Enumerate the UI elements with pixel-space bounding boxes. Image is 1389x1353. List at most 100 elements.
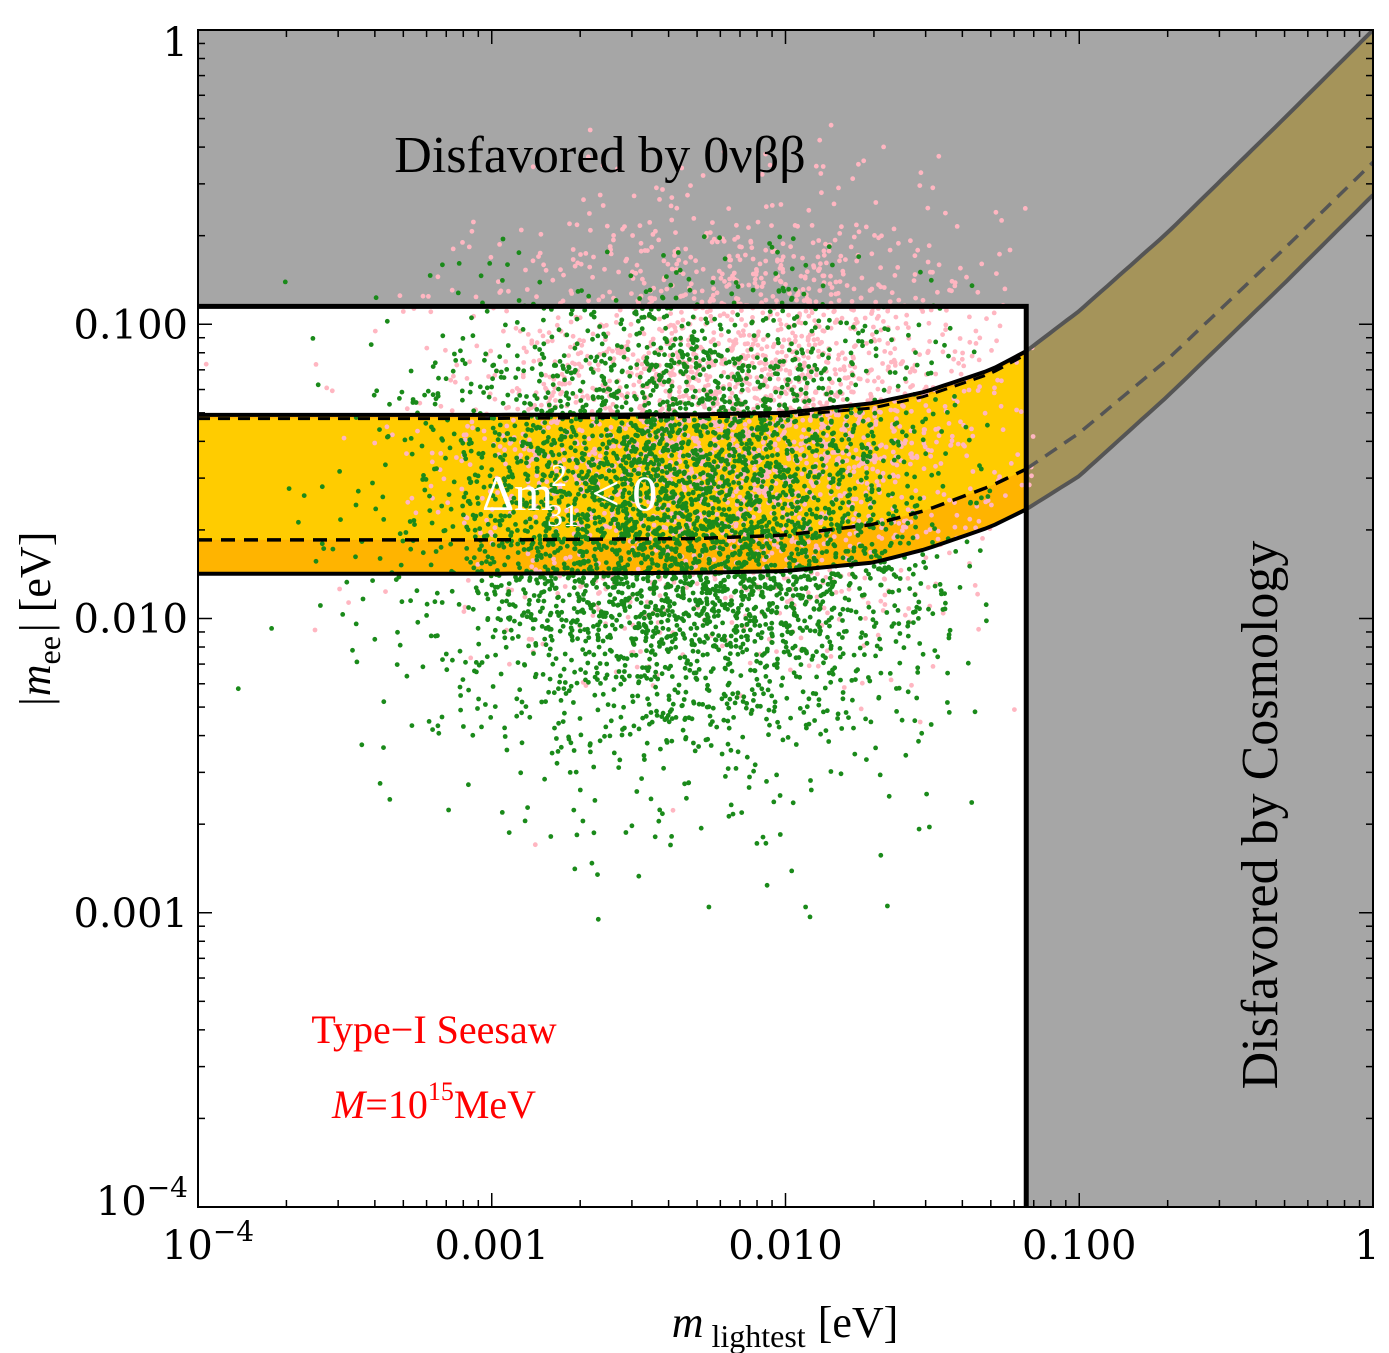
scatter-point [604,445,610,451]
scatter-point [914,362,920,368]
scatter-point [540,333,546,339]
scatter-point [371,392,377,398]
scatter-point [949,278,955,284]
scatter-point [652,834,658,840]
scatter-point [519,443,525,449]
scatter-point [543,551,549,557]
scatter-point [694,269,699,275]
scatter-point [635,318,641,324]
scatter-point [710,220,715,226]
scatter-point [439,503,445,509]
scatter-point [561,457,567,463]
scatter-point [690,435,696,441]
scatter-point [763,554,769,560]
scatter-point [754,396,760,401]
scatter-point [821,431,826,436]
scatter-point [857,417,862,423]
scatter-point [846,715,851,720]
scatter-point [831,605,837,611]
scatter-point [936,433,942,439]
scatter-point [694,625,700,631]
scatter-point [641,615,647,621]
scatter-point [850,454,856,460]
scatter-point [611,750,617,756]
scatter-point [905,623,911,629]
scatter-point [695,515,700,521]
scatter-point [921,495,927,501]
scatter-point [684,585,689,591]
scatter-point [468,480,473,486]
scatter-point [940,332,945,337]
scatter-point [784,695,790,701]
scatter-point [550,382,556,387]
scatter-point [739,317,744,322]
scatter-point [730,309,736,315]
scatter-point [613,528,619,533]
scatter-point [439,714,445,720]
scatter-point [845,445,851,450]
scatter-point [866,604,872,610]
scatter-point [691,216,697,221]
scatter-point [566,353,571,358]
scatter-point [917,352,922,357]
scatter-point [756,561,762,567]
scatter-point [800,372,805,378]
scatter-point [583,638,589,644]
scatter-point [877,636,882,642]
scatter-point [502,562,507,568]
scatter-point [640,276,645,282]
scatter-point [461,609,467,614]
scatter-point [895,474,901,479]
scatter-point [390,432,395,438]
scatter-point [808,787,814,793]
scatter-point [360,596,366,602]
scatter-point [514,320,520,325]
scatter-point [930,540,935,545]
scatter-point [556,613,562,618]
scatter-point [555,749,561,754]
scatter-point [711,330,717,335]
scatter-point [892,479,898,485]
scatter-point [708,313,714,319]
scatter-point [741,628,746,634]
scatter-point [774,649,779,654]
scatter-point [882,349,888,354]
scatter-point [520,497,525,503]
scatter-point [711,337,716,342]
scatter-point [739,244,744,250]
scatter-point [789,266,795,272]
scatter-point [460,503,465,509]
scatter-point [760,310,766,316]
scatter-point [384,424,390,430]
scatter-point [921,427,927,432]
scatter-point [426,719,432,724]
scatter-point [549,583,555,588]
scatter-point [768,397,773,403]
scatter-point [901,645,907,651]
scatter-point [625,356,630,362]
scatter-point [817,266,822,271]
scatter-point [664,738,669,743]
scatter-point [718,275,724,281]
scatter-point [631,193,637,199]
scatter-point [763,258,769,264]
scatter-point [546,425,551,430]
scatter-point [469,419,475,425]
scatter-point [827,575,833,581]
scatter-point [929,512,934,518]
scatter-point [739,308,744,313]
scatter-point [675,503,681,509]
scatter-point [641,366,647,372]
scatter-point [506,288,511,294]
scatter-point [943,600,948,606]
scatter-point [624,384,629,389]
scatter-point [543,372,548,378]
scatter-point [746,282,752,288]
scatter-point [673,328,678,334]
scatter-point [813,582,819,588]
scatter-point [625,369,631,375]
scatter-point [860,343,865,349]
scatter-point [730,437,736,442]
scatter-point [684,464,690,469]
scatter-point [635,566,641,572]
